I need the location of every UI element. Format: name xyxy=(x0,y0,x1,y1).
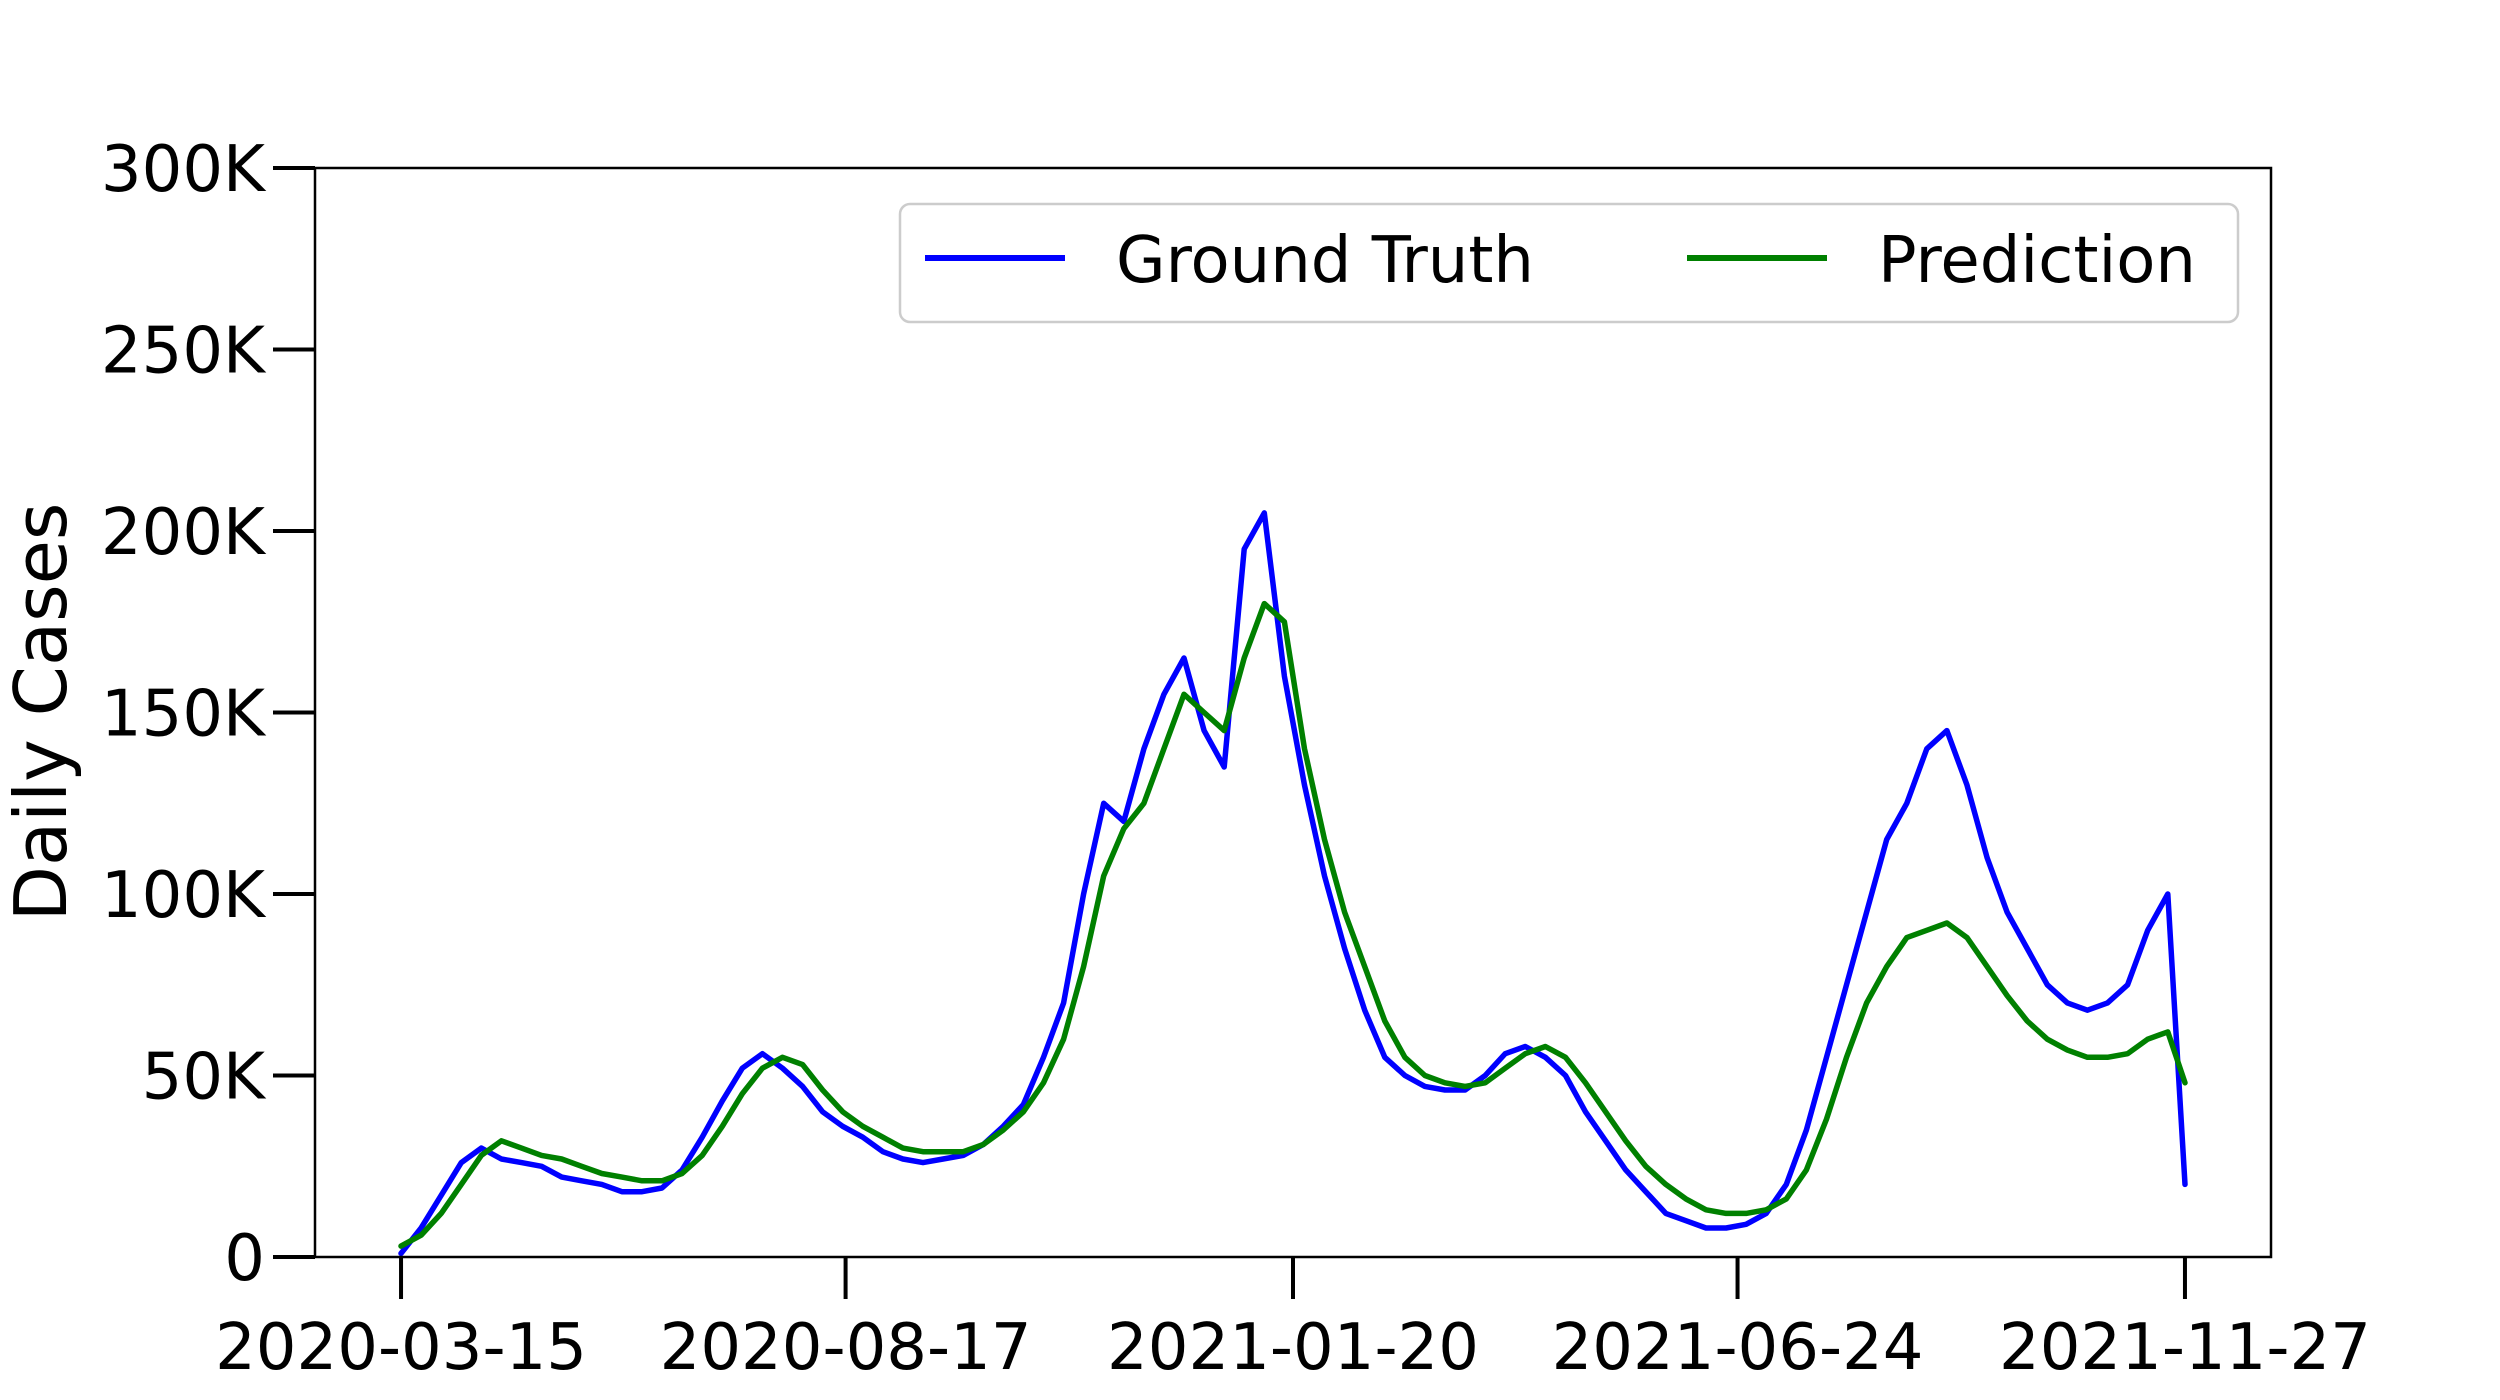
series-layer xyxy=(398,510,2188,1257)
y-tick-label: 300K xyxy=(101,133,267,207)
y-tick-label: 100K xyxy=(101,859,267,933)
x-tick-label: 2021-06-24 xyxy=(1552,1311,1924,1385)
y-tick-label: 250K xyxy=(101,315,267,389)
x-axis: 2020-03-15 2020-08-17 2021-01-20 2021-06-24… xyxy=(215,1257,2371,1385)
series-line-prediction xyxy=(398,600,2188,1249)
x-tick-label: 2021-11-27 xyxy=(1999,1311,2371,1385)
y-axis-label: Daily Cases xyxy=(0,503,83,922)
legend: Ground Truth Prediction xyxy=(898,202,2240,324)
series-line-ground-truth xyxy=(398,510,2188,1257)
x-tick-label: 2020-03-15 xyxy=(215,1311,587,1385)
y-tick-label: 150K xyxy=(101,678,267,752)
legend-box xyxy=(898,202,2240,324)
y-tick-label: 0 xyxy=(224,1222,265,1296)
x-tick-label: 2020-08-17 xyxy=(660,1311,1032,1385)
y-tick-label: 50K xyxy=(142,1041,267,1115)
x-tick-label: 2021-01-20 xyxy=(1107,1311,1479,1385)
y-axis: 0 50K 100K 150K 200K 250K 300K xyxy=(101,133,315,1296)
legend-label-ground-truth: Ground Truth xyxy=(1116,224,1534,298)
legend-label-prediction: Prediction xyxy=(1878,224,2196,298)
y-tick-label: 200K xyxy=(101,496,267,570)
